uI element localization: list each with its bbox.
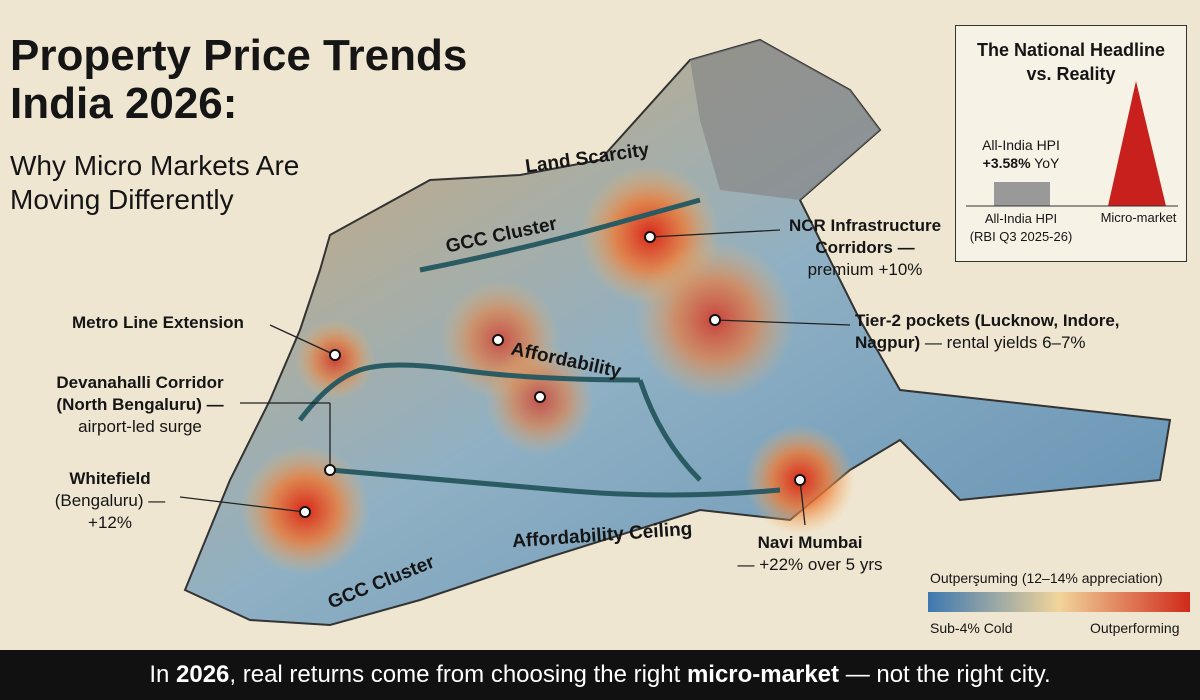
callout-line: airport-led surge	[78, 417, 202, 436]
callout-line: Tier-2 pockets (Lucknow, Indore,	[855, 311, 1120, 330]
callout-line: premium +10%	[807, 260, 923, 279]
callout-part: — rental yields 6–7%	[924, 333, 1086, 352]
callout: NCR Infrastructure Corridors — premium +…	[775, 215, 955, 281]
callout: Whitefield (Bengaluru) — +12%	[45, 468, 175, 534]
leader-lines	[179, 229, 851, 526]
bar-caption-unit: YoY	[1034, 155, 1060, 171]
callout-line: Navi Mumbai	[757, 533, 863, 552]
callout: Metro Line Extension	[72, 313, 244, 332]
pins	[299, 231, 806, 518]
callout-line: (North Bengaluru) —	[56, 395, 224, 414]
footer-part: micro-market	[686, 661, 840, 688]
subtitle: Why Micro Markets Are	[10, 150, 300, 181]
callout-line: NCR Infrastructure	[788, 216, 942, 235]
map	[179, 38, 1190, 627]
callout: Navi Mumbai — +22% over 5 yrs	[720, 532, 900, 576]
footer-part: , real returns come from choosing the ri…	[229, 661, 681, 688]
bar-caption-line: +3.58% YoY	[966, 154, 1076, 172]
callout-part: Nagpur)	[855, 333, 921, 352]
inset-title-line: The National Headline	[976, 40, 1166, 60]
inset-title-line: vs. Reality	[1026, 64, 1116, 84]
callout-line: — +22% over 5 yrs	[737, 555, 883, 574]
micro-market-peak	[1108, 81, 1166, 206]
callout-line: Whitefield	[69, 469, 151, 488]
callout-line: Corridors —	[815, 238, 915, 257]
subtitle: Moving Differently	[10, 184, 234, 215]
himalaya	[690, 40, 880, 200]
callout-line: Nagpur) — rental yields 6–7%	[855, 332, 1120, 354]
callout-line: (Bengaluru) —	[54, 491, 166, 510]
inset-graphic	[966, 81, 1178, 207]
callout-line: Devanahalli Corridor	[56, 373, 224, 392]
callout-line: +12%	[88, 513, 132, 532]
footer-part: — not the right city.	[845, 661, 1051, 688]
footer: In 2026, real returns come from choosing…	[0, 650, 1200, 700]
callout: Devanahalli Corridor (North Bengaluru) —…	[45, 372, 235, 438]
axis-label: All-India HPI (RBI Q3 2025-26)	[961, 210, 1081, 246]
rivers	[298, 197, 781, 498]
legend-low: Sub-4% Cold	[930, 620, 1013, 636]
title: India 2026:	[10, 79, 238, 128]
title: Property Price Trends	[10, 31, 468, 80]
axis-label: Micro-market	[1100, 210, 1177, 225]
axis-label-line: All-India HPI	[984, 211, 1058, 226]
bar-caption-line: All-India HPI	[982, 137, 1060, 153]
bar-caption: All-India HPI +3.58% YoY	[966, 136, 1076, 172]
bar-caption-value: +3.58%	[982, 155, 1031, 171]
callout: Tier-2 pockets (Lucknow, Indore, Nagpur)…	[855, 310, 1120, 354]
footer-part: In	[149, 661, 170, 688]
footer-part: 2026	[176, 661, 230, 688]
legend-bar	[928, 592, 1190, 612]
inset: The National Headline vs. Reality All-In…	[955, 25, 1187, 262]
legend-high: Outperforming	[1090, 620, 1180, 636]
hpi-bar	[994, 182, 1050, 206]
legend-title: Outperşuming (12–14% appreciation)	[930, 570, 1163, 586]
inset-title: The National Headline vs. Reality	[956, 38, 1186, 86]
axis-label-line: (RBI Q3 2025-26)	[969, 229, 1073, 244]
